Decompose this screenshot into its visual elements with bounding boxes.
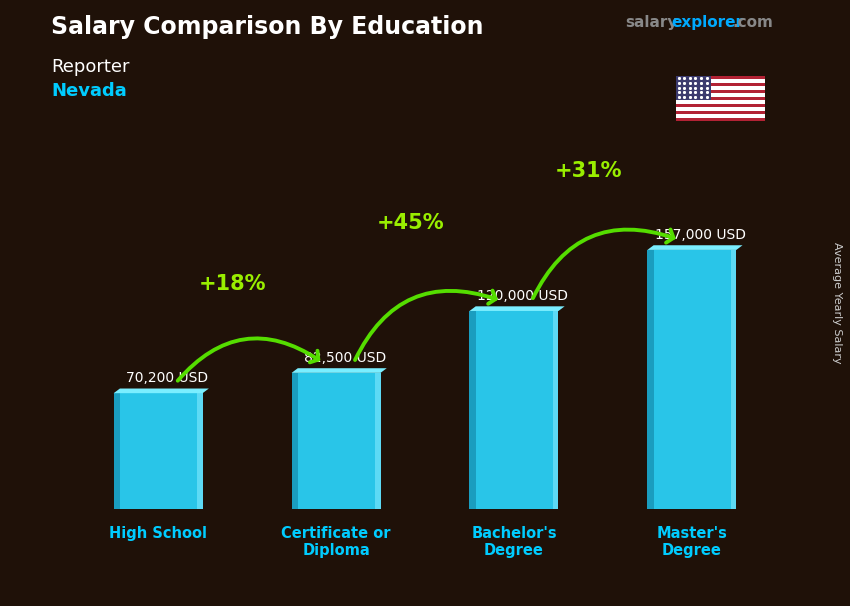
Polygon shape	[292, 368, 387, 373]
Text: 157,000 USD: 157,000 USD	[655, 228, 746, 242]
Bar	[469, 311, 558, 509]
Text: .com: .com	[733, 15, 774, 30]
Bar	[114, 393, 202, 509]
Bar	[676, 111, 765, 114]
Text: +45%: +45%	[377, 213, 445, 233]
Bar	[676, 90, 765, 93]
Bar	[292, 373, 381, 509]
Bar	[292, 373, 297, 509]
Polygon shape	[114, 388, 209, 393]
Bar	[676, 114, 765, 118]
Bar	[676, 83, 765, 86]
Text: Nevada: Nevada	[51, 82, 127, 100]
Bar	[676, 118, 765, 121]
Text: explorer: explorer	[672, 15, 744, 30]
Bar	[676, 93, 765, 97]
Text: Salary Comparison By Education: Salary Comparison By Education	[51, 15, 484, 39]
Text: +18%: +18%	[199, 273, 267, 294]
Bar	[553, 311, 558, 509]
Bar	[731, 250, 736, 509]
Bar	[676, 107, 765, 111]
Bar	[197, 393, 202, 509]
Bar	[676, 76, 711, 100]
Text: 70,200 USD: 70,200 USD	[126, 371, 208, 385]
Bar	[676, 104, 765, 107]
Bar	[676, 76, 765, 79]
Polygon shape	[469, 306, 564, 311]
Bar	[676, 79, 765, 83]
Bar	[676, 100, 765, 104]
Text: +31%: +31%	[555, 161, 622, 181]
Bar	[676, 97, 765, 100]
Text: Average Yearly Salary: Average Yearly Salary	[832, 242, 842, 364]
Text: salary: salary	[625, 15, 677, 30]
Polygon shape	[648, 245, 743, 250]
Bar	[676, 86, 765, 90]
Bar	[469, 311, 476, 509]
Text: 120,000 USD: 120,000 USD	[478, 289, 569, 303]
Bar	[648, 250, 654, 509]
Bar	[375, 373, 381, 509]
Text: Reporter: Reporter	[51, 58, 129, 76]
Bar	[114, 393, 120, 509]
Text: 82,500 USD: 82,500 USD	[303, 351, 386, 365]
Bar	[648, 250, 736, 509]
